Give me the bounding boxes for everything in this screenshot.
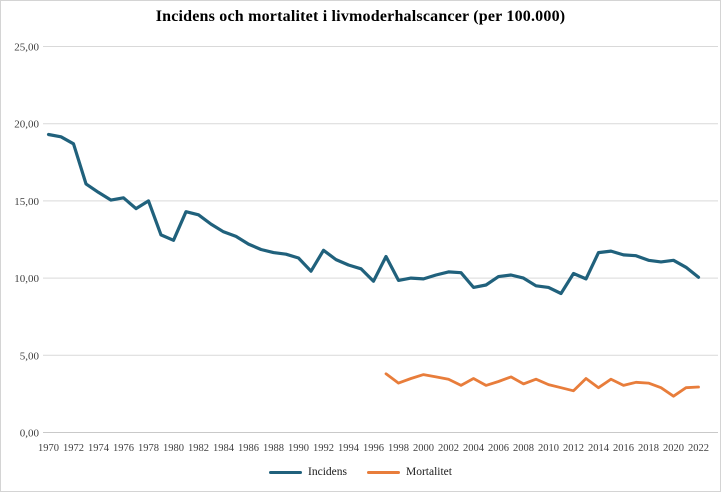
x-tick-label: 2008	[513, 443, 534, 454]
x-tick-label: 1976	[113, 443, 134, 454]
x-tick-label: 1998	[388, 443, 409, 454]
y-tick-label: 15,00	[14, 196, 39, 208]
x-tick-label: 1996	[363, 443, 384, 454]
x-tick-label: 2014	[588, 443, 610, 454]
x-tick-label: 1992	[313, 443, 334, 454]
x-tick-label: 2006	[488, 443, 509, 454]
y-tick-label: 20,00	[14, 119, 39, 131]
x-tick-label: 1972	[63, 443, 84, 454]
x-tick-label: 2000	[413, 443, 434, 454]
x-tick-label: 1978	[138, 443, 159, 454]
x-tick-label: 2022	[688, 443, 709, 454]
x-tick-label: 2010	[538, 443, 559, 454]
x-tick-label: 2012	[563, 443, 584, 454]
legend: Incidens Mortalitet	[1, 466, 720, 478]
y-tick-label: 10,00	[14, 273, 39, 285]
x-tick-label: 1970	[38, 443, 59, 454]
x-tick-label: 2016	[613, 443, 634, 454]
legend-label-mortalitet: Mortalitet	[405, 466, 452, 478]
x-tick-label: 1986	[238, 443, 259, 454]
legend-item-mortalitet: Mortalitet	[366, 466, 452, 478]
incidens-line-swatch-icon	[269, 470, 303, 474]
y-tick-label: 25,00	[14, 42, 39, 54]
y-tick-label: 0,00	[20, 428, 40, 440]
x-tick-label: 1988	[263, 443, 284, 454]
x-tick-label: 2018	[638, 443, 659, 454]
x-tick-label: 1980	[163, 443, 184, 454]
series-line-incidens	[46, 132, 701, 296]
y-tick-label: 5,00	[20, 350, 40, 362]
x-tick-label: 1984	[213, 443, 235, 454]
x-tick-label: 2002	[438, 443, 459, 454]
mortalitet-line-swatch-icon	[366, 470, 400, 474]
x-tick-label: 2004	[463, 443, 485, 454]
x-tick-label: 1994	[338, 443, 360, 454]
x-tick-label: 1982	[188, 443, 209, 454]
legend-label-incidens: Incidens	[308, 466, 347, 478]
series-line-mortalitet	[384, 372, 700, 398]
x-tick-label: 2020	[663, 443, 684, 454]
legend-item-incidens: Incidens	[269, 466, 347, 478]
x-tick-label: 1974	[88, 443, 110, 454]
x-tick-label: 1990	[288, 443, 309, 454]
chart-title: Incidens och mortalitet i livmoderhalsca…	[155, 8, 566, 25]
